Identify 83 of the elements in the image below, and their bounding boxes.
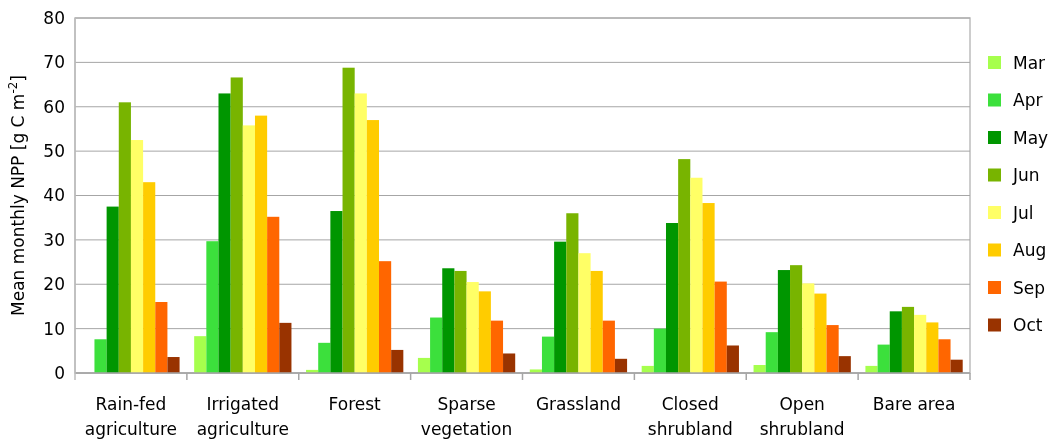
- bar: [143, 182, 156, 373]
- bar: [478, 291, 491, 373]
- y-tick-label: 50: [43, 141, 65, 162]
- bar: [678, 159, 691, 373]
- bar: [790, 265, 803, 373]
- bar: [503, 353, 516, 373]
- x-tick-label: Sparse vegetation: [420, 394, 513, 439]
- bar: [330, 211, 343, 373]
- bar: [590, 270, 603, 373]
- x-tick-label: Irrigated agriculture: [196, 394, 289, 439]
- y-tick-label: 70: [43, 52, 65, 73]
- bar: [454, 270, 467, 373]
- legend-label: Mar: [1013, 52, 1046, 73]
- bar: [442, 268, 455, 373]
- legend-label: Apr: [1013, 90, 1043, 111]
- bar: [379, 261, 392, 373]
- bar: [690, 177, 703, 373]
- bar: [318, 342, 331, 373]
- bar: [938, 339, 951, 373]
- x-tick-label: Grassland: [535, 394, 621, 414]
- x-tick-label: Closed shrubland: [647, 394, 733, 439]
- bar: [342, 67, 355, 373]
- bar: [566, 213, 579, 373]
- y-tick-label: 80: [43, 7, 65, 28]
- bar: [914, 314, 927, 373]
- y-tick-label: 40: [43, 185, 65, 206]
- legend-label: Jun: [1012, 165, 1040, 186]
- bar: [206, 241, 219, 373]
- bar: [430, 317, 443, 373]
- y-tick-label: 60: [43, 96, 65, 117]
- bar: [614, 358, 628, 373]
- bar: [118, 102, 131, 373]
- y-tick-label: 20: [43, 274, 65, 295]
- bar: [167, 357, 180, 373]
- x-tick-label: Open shrubland: [759, 394, 845, 439]
- bar: [901, 306, 915, 373]
- bar: [578, 253, 591, 373]
- legend-label: Oct: [1013, 315, 1043, 336]
- bar: [865, 365, 878, 373]
- bar: [702, 203, 715, 373]
- bar: [653, 328, 666, 373]
- legend-label: May: [1013, 127, 1049, 148]
- bar: [714, 281, 727, 373]
- y-tick-label: 10: [43, 318, 65, 339]
- bar: [354, 93, 367, 373]
- bar: [765, 332, 778, 373]
- bar: [889, 311, 902, 373]
- bar: [391, 349, 404, 373]
- bar: [267, 216, 280, 373]
- bar: [726, 345, 739, 373]
- bar: [541, 336, 555, 373]
- bar: [106, 206, 119, 373]
- legend-label: Jul: [1012, 202, 1034, 223]
- bar: [877, 344, 890, 373]
- x-tick-label: Forest: [328, 394, 382, 414]
- bar: [554, 241, 567, 373]
- bar: [665, 223, 679, 373]
- bar: [777, 270, 791, 373]
- bar: [838, 356, 851, 373]
- bar: [417, 357, 431, 373]
- bar: [826, 325, 839, 373]
- legend-label: Aug: [1013, 240, 1047, 261]
- bar: [254, 115, 268, 373]
- bar: [466, 282, 479, 373]
- bar: [194, 336, 207, 373]
- bar: [218, 93, 231, 373]
- bar: [94, 339, 107, 373]
- y-tick-label: 30: [43, 229, 65, 250]
- bar: [279, 322, 292, 373]
- bar: [490, 320, 504, 373]
- bar: [230, 77, 243, 373]
- legend-label: Sep: [1013, 277, 1046, 298]
- x-tick-label: Rain-fed agriculture: [84, 394, 178, 439]
- bar: [242, 125, 255, 373]
- bar: [130, 140, 144, 373]
- bar: [155, 302, 168, 373]
- x-tick-label: Bare area: [872, 394, 956, 414]
- bar: [802, 283, 815, 373]
- y-tick-label: 0: [54, 362, 65, 383]
- bar: [814, 293, 827, 373]
- bar: [366, 120, 380, 373]
- bar: [926, 322, 939, 373]
- bar: [602, 320, 615, 373]
